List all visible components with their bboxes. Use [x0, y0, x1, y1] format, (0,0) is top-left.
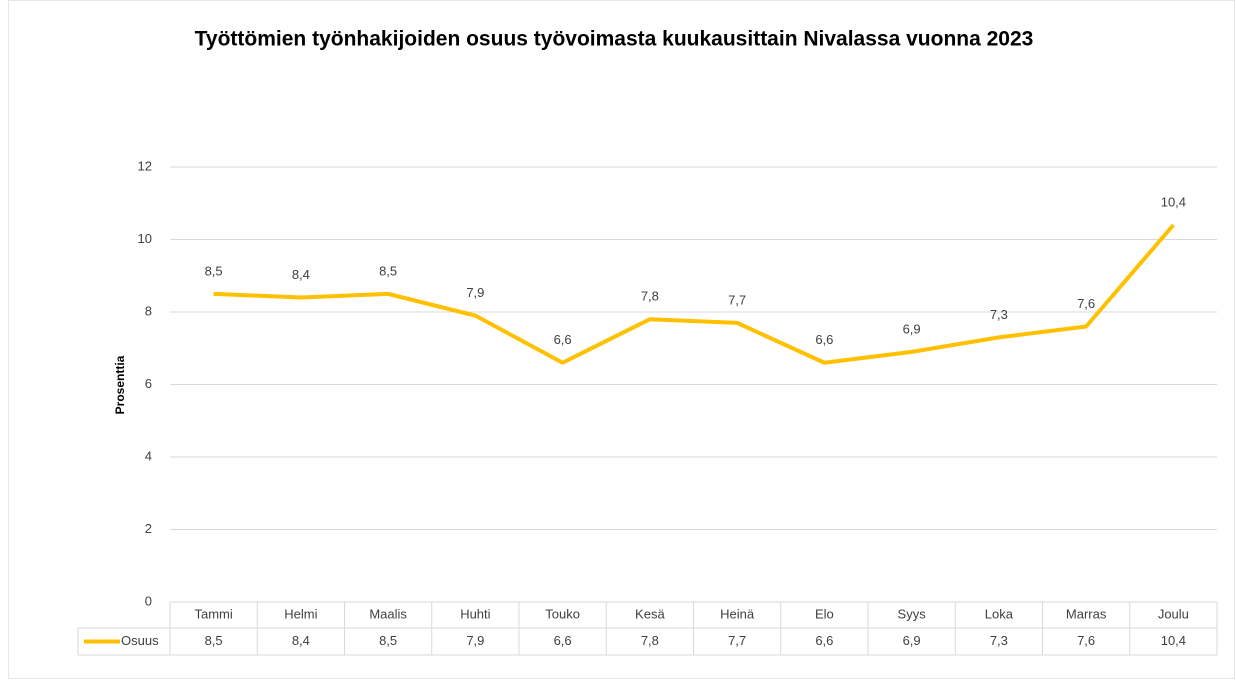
x-tick-label: Loka	[985, 606, 1014, 621]
data-label: 7,8	[641, 289, 659, 304]
table-value: 10,4	[1161, 633, 1186, 648]
table-value: 7,3	[990, 633, 1008, 648]
x-tick-label: Elo	[815, 606, 834, 621]
table-value: 6,6	[554, 633, 572, 648]
x-tick-label: Tammi	[194, 606, 232, 621]
data-label: 7,3	[990, 307, 1008, 322]
x-tick-label: Maalis	[369, 606, 407, 621]
table-value: 7,6	[1077, 633, 1095, 648]
y-tick-label: 10	[138, 231, 152, 246]
y-tick-label: 2	[145, 521, 152, 536]
table-value: 6,9	[903, 633, 921, 648]
table-value: 6,6	[815, 633, 833, 648]
y-tick-label: 8	[145, 303, 152, 318]
x-tick-label: Kesä	[635, 606, 665, 621]
x-tick-label: Touko	[545, 606, 580, 621]
x-tick-label: Helmi	[284, 606, 317, 621]
data-label: 8,4	[292, 267, 310, 282]
line	[213, 223, 1175, 365]
y-axis-label: Prosenttia	[113, 355, 127, 414]
x-tick-label: Joulu	[1158, 606, 1189, 621]
chart-title: Työttömien työnhakijoiden osuus työvoima…	[195, 28, 1034, 51]
data-label: 7,6	[1077, 296, 1095, 311]
table-value: 7,7	[728, 633, 746, 648]
data-label: 10,4	[1161, 194, 1186, 209]
y-tick-label: 12	[138, 158, 152, 173]
data-label: 6,9	[903, 321, 921, 336]
table-value: 7,9	[466, 633, 484, 648]
table-value: 7,8	[641, 633, 659, 648]
data-label: 8,5	[379, 263, 397, 278]
data-label: 7,7	[728, 292, 746, 307]
table-value: 8,5	[379, 633, 397, 648]
table-value: 8,5	[205, 633, 223, 648]
data-label: 7,9	[466, 285, 484, 300]
x-tick-label: Huhti	[460, 606, 490, 621]
y-tick-label: 0	[145, 593, 152, 608]
chart-border	[8, 0, 1235, 679]
x-tick-label: Marras	[1066, 606, 1107, 621]
data-label: 8,5	[205, 263, 223, 278]
x-tick-label: Syys	[898, 606, 927, 621]
x-tick-label: Heinä	[720, 606, 755, 621]
table-value: 8,4	[292, 633, 310, 648]
legend-label: Osuus	[121, 633, 159, 648]
y-tick-label: 4	[145, 448, 152, 463]
data-label: 6,6	[815, 332, 833, 347]
data-label: 6,6	[554, 332, 572, 347]
y-tick-label: 6	[145, 376, 152, 391]
